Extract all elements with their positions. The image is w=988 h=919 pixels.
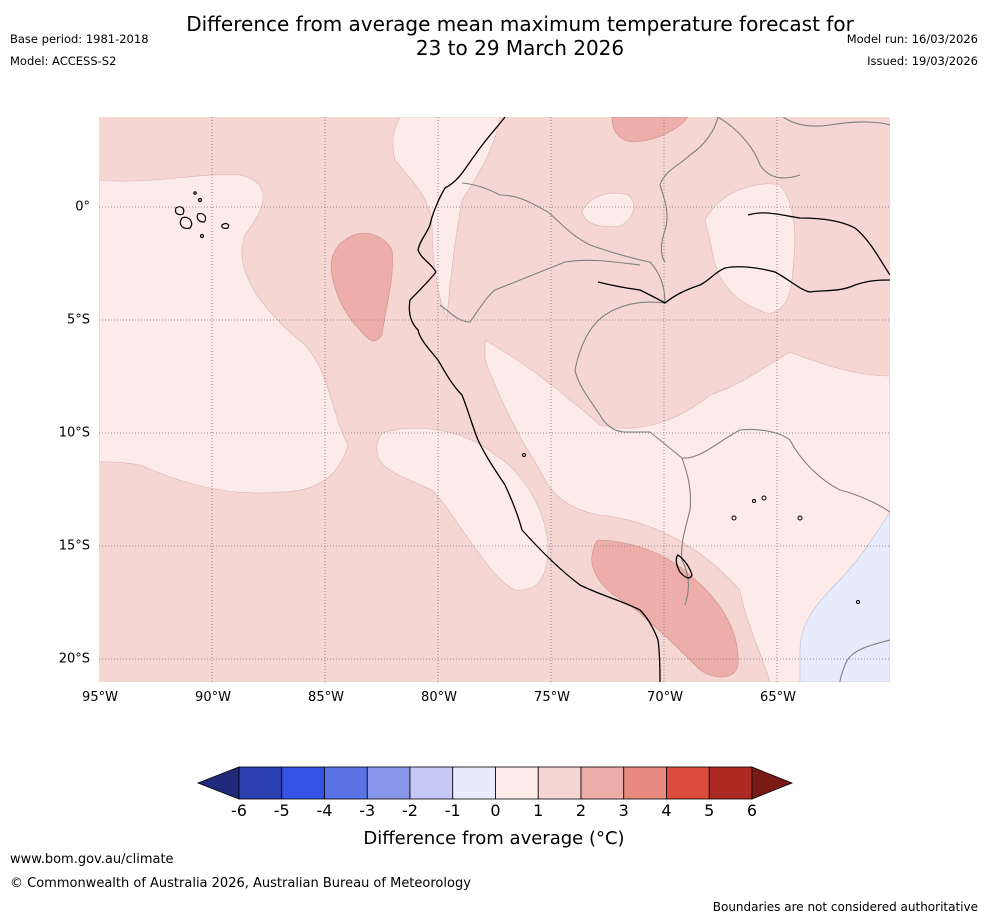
lat-label-15s: 15°S — [58, 538, 90, 554]
lon-label-95w: 95°W — [82, 690, 118, 705]
model-text: Model: ACCESS-S2 — [10, 54, 117, 68]
colorbar-tick-label: 4 — [661, 801, 672, 820]
rio-negro — [747, 212, 890, 276]
anomaly-0-1-regions — [99, 117, 890, 682]
region-galapagos-warm — [330, 232, 393, 342]
lat-label-0: 0° — [75, 199, 90, 215]
region-colombia-0-1 — [581, 192, 635, 227]
region-south-peru-warm — [591, 539, 739, 678]
map-gridlines — [99, 117, 890, 682]
issued-text: Issued: 19/03/2026 — [867, 54, 978, 68]
meta-right: Model run: 16/03/2026 Issued: 19/03/2026 — [847, 32, 978, 76]
colorbar-tick-label: -4 — [316, 801, 333, 820]
colorbar-extend-high — [751, 766, 794, 800]
colorbar-extend-low — [196, 766, 240, 800]
colorbar-segment-0_1 — [495, 766, 539, 800]
amazon-river — [597, 266, 890, 304]
colorbar-tick-label: -1 — [444, 801, 461, 820]
model-run-text: Model run: 16/03/2026 — [846, 32, 978, 46]
colorbar-segment--6_-5 — [238, 766, 283, 800]
colorbar — [196, 766, 794, 800]
copyright-text: © Commonwealth of Australia 2026, Austra… — [10, 876, 471, 891]
map-panel — [99, 117, 890, 682]
lon-label-70w: 70°W — [647, 690, 683, 705]
colorbar-title: Difference from average (°C) — [363, 828, 625, 849]
lon-label-90w: 90°W — [195, 690, 231, 705]
colorbar-segment--5_-4 — [281, 766, 325, 800]
anomaly-2-3-regions — [330, 117, 739, 678]
lat-label-20s: 20°S — [58, 651, 90, 667]
colorbar-tick-label: 3 — [618, 801, 629, 820]
colorbar-segment-2_3 — [580, 766, 625, 800]
colorbar-tick-label: 2 — [575, 801, 587, 820]
colorbar-segment--3_-2 — [366, 766, 411, 800]
colorbar-tick-label: 1 — [533, 801, 544, 820]
colorbar-tick-label: -6 — [231, 801, 247, 820]
lon-label-65w: 65°W — [760, 690, 796, 705]
region-coastal-peru-0-1 — [376, 427, 549, 591]
title-line-1: Difference from average mean maximum tem… — [186, 12, 854, 36]
region-amazon-0-1 — [484, 339, 890, 682]
lake-titicaca — [675, 554, 693, 579]
colorbar-segment--4_-3 — [324, 766, 368, 800]
boundaries-disclaimer: Boundaries are not considered authoritat… — [712, 900, 978, 914]
lon-label-75w: 75°W — [534, 690, 570, 705]
colorbar-tick-label: 5 — [704, 801, 715, 820]
colorbar-segment-5_6 — [708, 766, 753, 800]
region-ecuador-0-1 — [99, 117, 390, 140]
region-brazil-north-0-1 — [704, 183, 796, 314]
website-link[interactable]: www.bom.gov.au/climate — [10, 852, 174, 867]
galapagos-islands — [174, 191, 230, 239]
region-colombia-warm — [611, 117, 689, 143]
title-line-2: 23 to 29 March 2026 — [415, 36, 625, 60]
region-andes-north-0-1 — [392, 117, 501, 320]
lat-label-10s: 10°S — [58, 425, 90, 441]
colorbar-segment--2_-1 — [409, 766, 454, 800]
colorbar-segment-1_2 — [537, 766, 582, 800]
colorbar-tick-label: 0 — [490, 801, 501, 820]
region-bolivia-cool — [799, 511, 890, 682]
lon-label-80w: 80°W — [421, 690, 457, 705]
colorbar-segment-4_5 — [666, 766, 710, 800]
colorbar-tick-label: -2 — [402, 801, 418, 820]
lat-label-5s: 5°S — [66, 312, 90, 328]
colorbar-segment-3_4 — [623, 766, 667, 800]
colorbar-tick-label: -5 — [273, 801, 290, 820]
colorbar-tick-label: 6 — [746, 801, 758, 820]
region-pacific-west-0-1 — [99, 174, 349, 494]
meta-left: Base period: 1981-2018 Model: ACCESS-S2 — [10, 32, 149, 76]
coastlines — [408, 117, 890, 682]
coastline-pacific — [408, 117, 661, 682]
colorbar-tick-label: -3 — [359, 801, 376, 820]
lon-label-85w: 85°W — [308, 690, 344, 705]
base-period-text: Base period: 1981-2018 — [10, 32, 149, 46]
country-borders — [439, 117, 890, 682]
colorbar-segment--1_0 — [452, 766, 496, 800]
chart-title: Difference from average mean maximum tem… — [0, 12, 988, 60]
small-lakes — [522, 453, 860, 604]
